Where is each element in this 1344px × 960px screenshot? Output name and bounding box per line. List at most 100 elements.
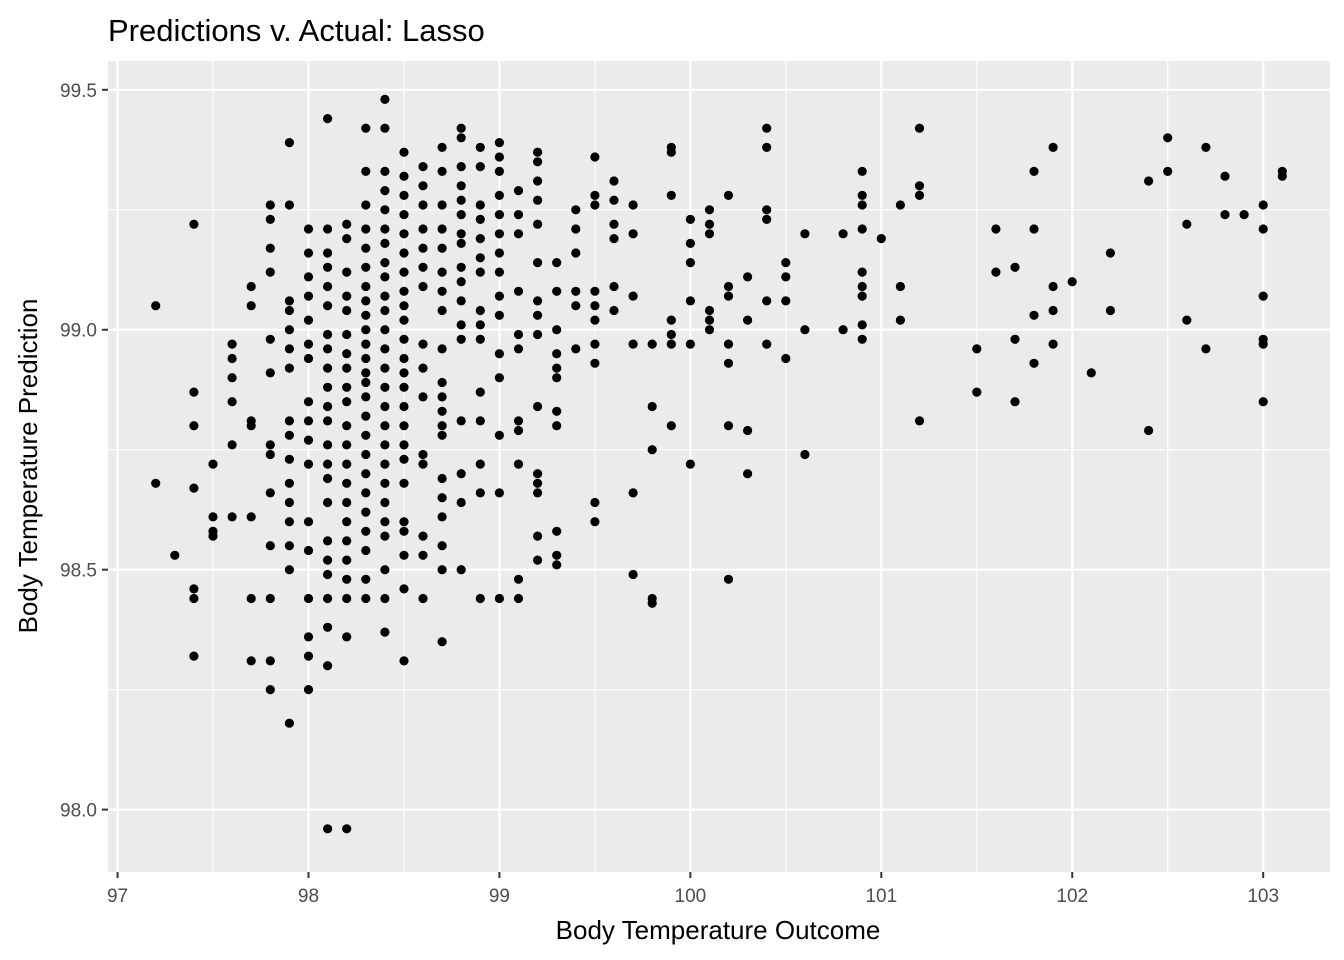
data-point xyxy=(399,401,409,412)
x-tick-label: 97 xyxy=(107,886,128,907)
data-point xyxy=(342,459,352,469)
data-point xyxy=(609,195,619,205)
data-point xyxy=(323,344,333,354)
data-point xyxy=(1239,210,1249,220)
data-point xyxy=(380,205,390,215)
data-point xyxy=(494,248,504,258)
data-point xyxy=(1258,339,1268,349)
data-point xyxy=(323,569,333,580)
data-point xyxy=(342,397,352,407)
y-axis-ticks: 98.0 98.5 99.0 99.5 xyxy=(60,81,108,822)
data-point xyxy=(762,123,772,133)
data-point xyxy=(342,824,352,834)
data-point xyxy=(418,531,428,541)
data-point xyxy=(342,329,352,340)
data-point xyxy=(781,296,791,306)
data-point xyxy=(342,574,352,584)
data-point xyxy=(437,200,447,210)
y-tick-label: 99.0 xyxy=(60,321,97,342)
data-point xyxy=(647,401,657,412)
data-point xyxy=(361,123,371,133)
data-point xyxy=(399,353,409,364)
data-point xyxy=(571,301,581,311)
data-point xyxy=(743,315,753,325)
data-point xyxy=(609,219,619,229)
data-point xyxy=(685,459,696,469)
data-point xyxy=(456,238,466,248)
x-tick-label: 100 xyxy=(675,886,707,907)
data-point xyxy=(647,598,657,608)
data-point xyxy=(590,152,600,162)
data-point xyxy=(723,339,734,349)
data-point xyxy=(1201,142,1211,152)
data-point xyxy=(647,339,657,349)
data-point xyxy=(1105,305,1115,316)
data-point xyxy=(380,166,390,176)
data-point xyxy=(342,497,352,508)
data-point xyxy=(456,162,466,172)
data-point xyxy=(399,267,409,277)
data-point xyxy=(227,339,237,349)
data-point xyxy=(208,531,218,541)
data-point xyxy=(418,181,428,191)
data-point xyxy=(666,315,676,325)
data-point xyxy=(361,224,371,234)
data-point xyxy=(361,488,371,498)
data-point xyxy=(303,315,314,325)
data-point xyxy=(704,315,715,325)
data-point xyxy=(246,281,256,292)
data-point xyxy=(533,329,543,340)
data-point xyxy=(361,430,371,440)
data-point xyxy=(456,229,466,239)
data-point xyxy=(399,478,409,488)
data-point xyxy=(590,517,600,527)
data-point xyxy=(1086,368,1096,378)
data-point xyxy=(743,425,753,436)
data-point xyxy=(284,305,294,316)
data-point xyxy=(494,291,504,301)
data-point xyxy=(303,416,314,426)
data-point xyxy=(914,181,925,191)
y-tick-label: 98.5 xyxy=(60,561,97,582)
data-point xyxy=(1201,344,1211,354)
data-point xyxy=(323,459,333,469)
data-point xyxy=(265,334,275,344)
data-point xyxy=(361,353,371,364)
data-point xyxy=(399,526,409,536)
data-point xyxy=(380,382,390,392)
data-point xyxy=(380,291,390,301)
data-point xyxy=(399,210,409,220)
data-point xyxy=(1182,219,1192,229)
data-point xyxy=(189,219,199,229)
data-point xyxy=(323,401,333,412)
data-point xyxy=(513,210,524,220)
data-point xyxy=(437,243,447,253)
data-point xyxy=(628,339,638,349)
data-point xyxy=(265,200,275,210)
data-point xyxy=(246,301,256,311)
data-point xyxy=(513,329,524,340)
data-point xyxy=(342,219,352,229)
data-point xyxy=(399,382,409,392)
data-point xyxy=(533,258,543,268)
data-point xyxy=(342,593,352,604)
data-point xyxy=(265,267,275,277)
data-point xyxy=(437,565,447,575)
data-point xyxy=(513,425,524,436)
x-tick-label: 103 xyxy=(1247,886,1279,907)
data-point xyxy=(418,224,428,234)
data-point xyxy=(361,281,371,292)
chart-title: Predictions v. Actual: Lasso xyxy=(108,13,485,48)
data-point xyxy=(189,483,199,493)
data-point xyxy=(609,305,619,316)
data-point xyxy=(628,488,638,498)
data-point xyxy=(533,555,543,565)
data-point xyxy=(1010,262,1020,272)
data-point xyxy=(475,305,485,316)
data-point xyxy=(303,632,314,642)
data-point xyxy=(227,353,237,364)
data-point xyxy=(361,368,371,378)
data-point xyxy=(303,651,314,661)
data-point xyxy=(380,186,390,196)
data-point xyxy=(456,123,466,133)
